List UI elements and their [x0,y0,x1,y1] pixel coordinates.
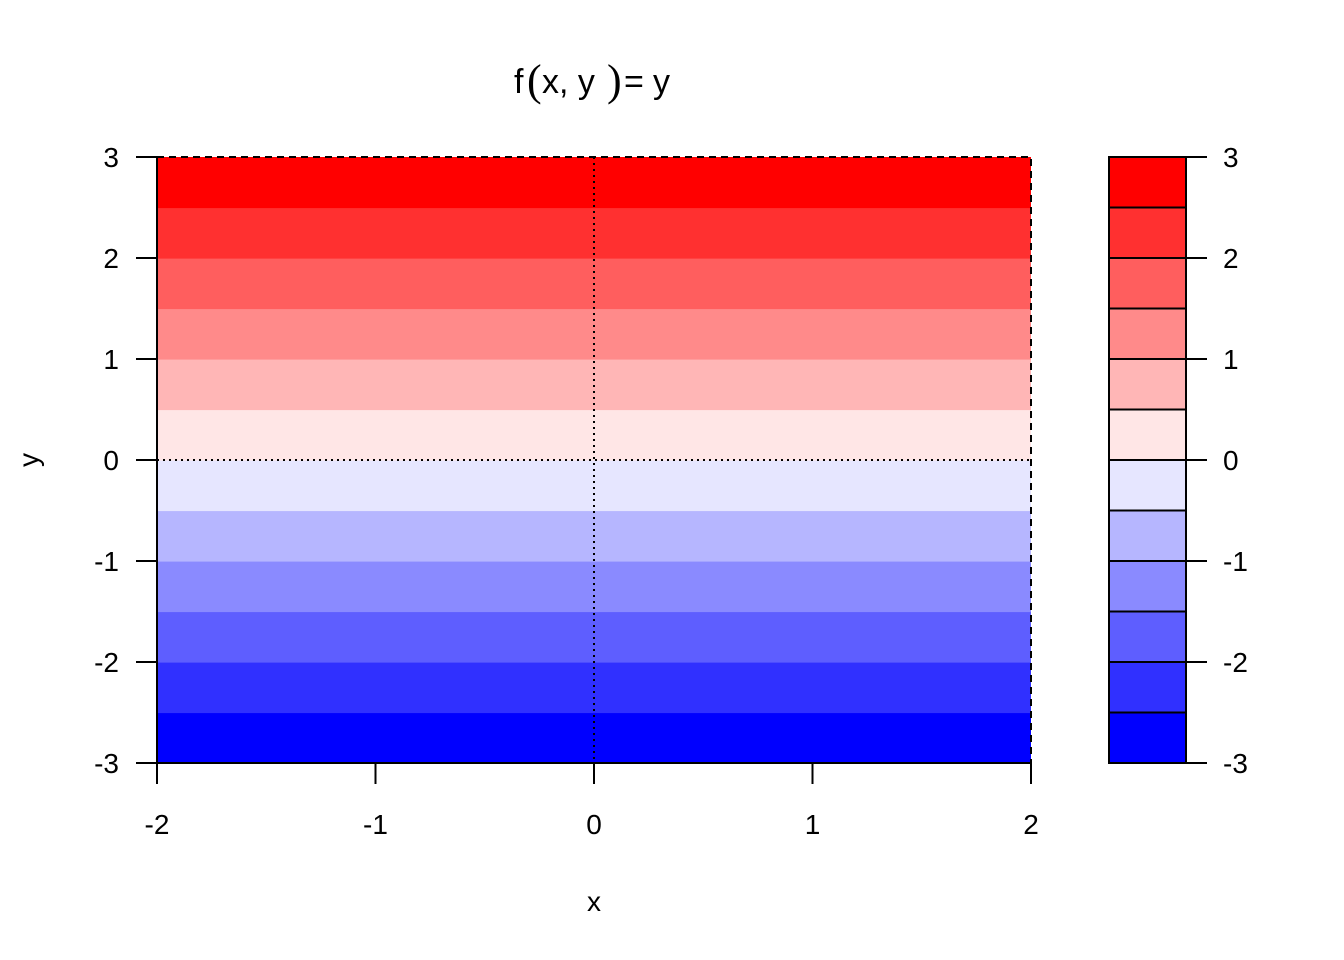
y-tick-label: 3 [103,142,119,173]
colorbar-tick-label: -2 [1223,647,1248,678]
chart-title: f ( x, y ) = y [514,56,670,105]
colorbar-tick-label: 0 [1223,445,1239,476]
title-rhs: y [653,63,670,101]
contour-band [157,308,1031,360]
contour-band [157,207,1031,259]
colorbar-tick-label: 1 [1223,344,1239,375]
title-close-paren: ) [607,56,622,105]
contour-band [157,712,1031,764]
colorbar-tick-label: -3 [1223,748,1248,779]
x-axis-title: x [587,886,601,917]
colorbar-swatch [1108,206,1187,259]
title-open-paren: ( [527,56,542,105]
contour-band [157,460,1031,512]
colorbar-swatch [1108,509,1187,562]
x-tick-label: -1 [363,809,388,840]
colorbar-swatch [1108,661,1187,714]
colorbar-tick-label: 3 [1223,142,1239,173]
colorbar-swatch [1108,560,1187,613]
colorbar-swatch [1108,711,1187,764]
colorbar-swatch [1108,610,1187,663]
x-axis: -2 -1 0 1 2 [145,762,1039,840]
y-tick-label: -1 [94,546,119,577]
y-tick-label: -3 [94,748,119,779]
y-tick-label: 0 [103,445,119,476]
colorbar-swatch [1108,408,1187,461]
colorbar-tick-label: 2 [1223,243,1239,274]
colorbar: -3 -2 -1 0 1 2 3 [1108,142,1248,779]
x-tick-label: 2 [1023,809,1039,840]
colorbar-swatch [1108,459,1187,512]
x-tick-label: 1 [805,809,821,840]
title-arguments: x, y [542,63,595,101]
contour-band [157,662,1031,714]
x-tick-label: -2 [145,809,170,840]
colorbar-swatch [1108,307,1187,360]
y-tick-label: 2 [103,243,119,274]
y-axis: -3 -2 -1 0 1 2 3 [94,142,158,779]
colorbar-swatch [1108,358,1187,411]
y-tick-label: 1 [103,344,119,375]
colorbar-swatch [1108,156,1187,209]
colorbar-swatch [1108,257,1187,310]
contour-band [157,359,1031,411]
contour-band [157,561,1031,613]
title-equals: = [624,63,644,101]
title-function-name: f [514,63,524,101]
colorbar-tick-label: -1 [1223,546,1248,577]
y-axis-title: y [13,453,44,467]
x-tick-label: 0 [586,809,602,840]
reference-lines [157,157,1031,763]
y-tick-label: -2 [94,647,119,678]
